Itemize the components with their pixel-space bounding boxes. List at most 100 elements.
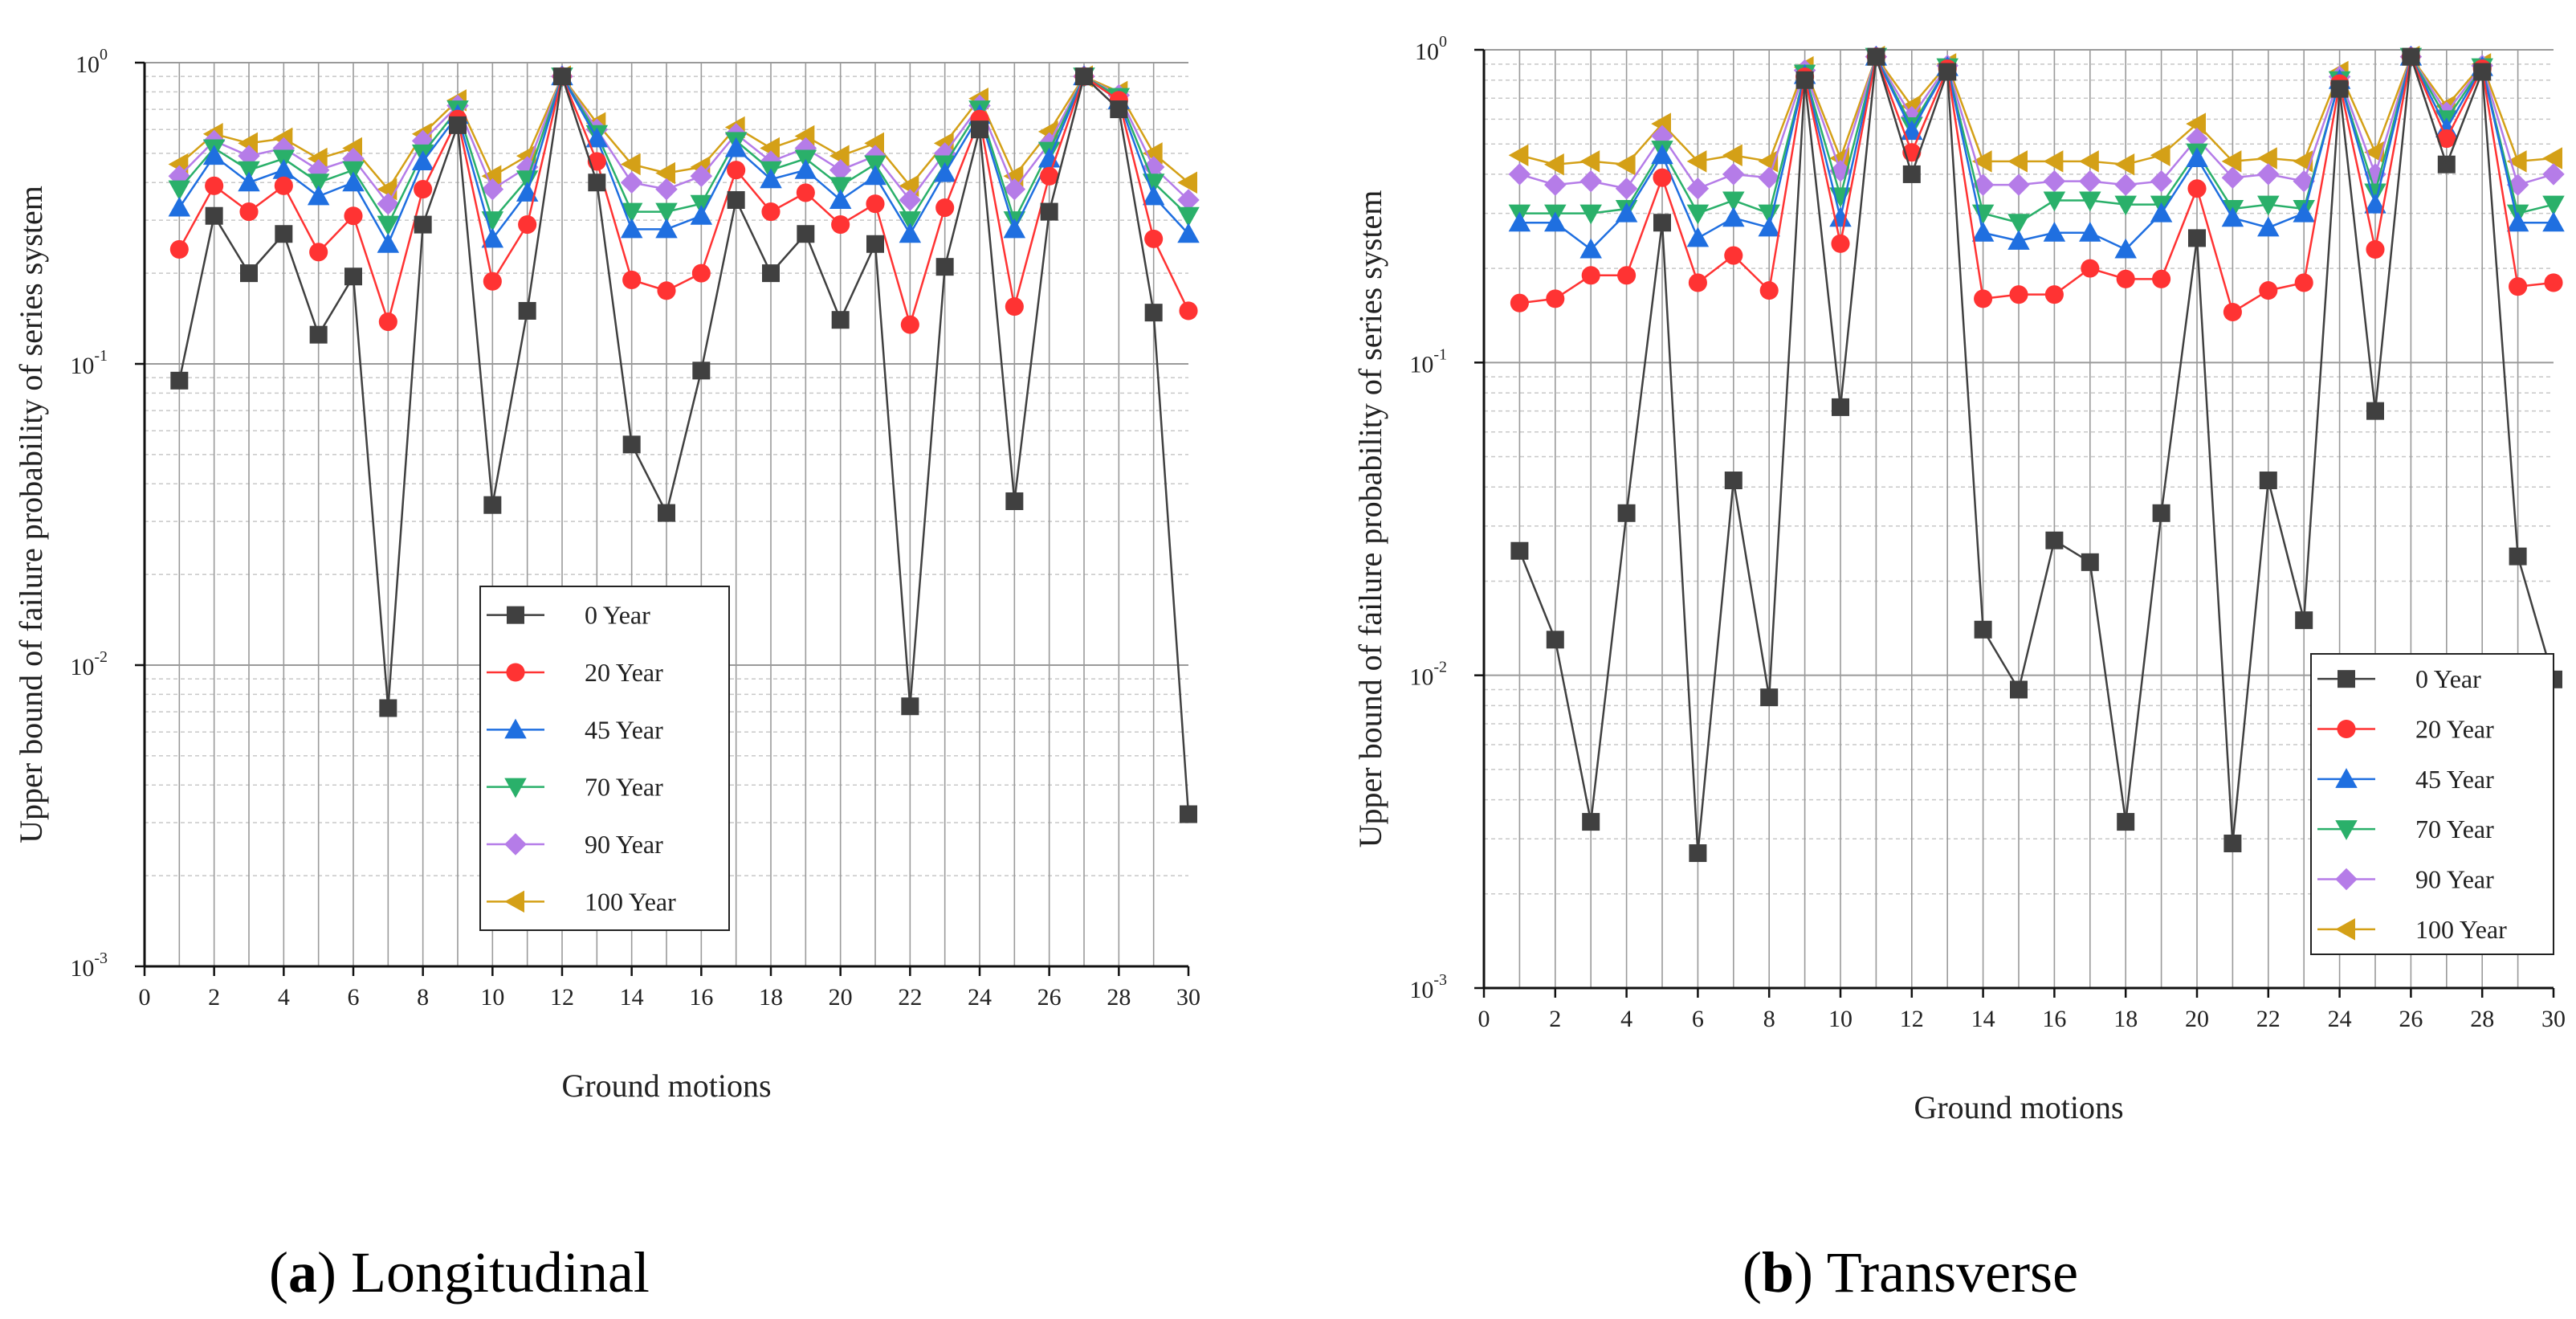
x-tick-label: 8 [417, 984, 429, 1011]
data-point-90-year [2007, 174, 2030, 196]
legend-marker-70-year [504, 778, 527, 798]
series-line-20-year [1519, 53, 2554, 314]
data-point-20-year [1144, 229, 1164, 248]
data-point-20-year [900, 315, 919, 334]
data-point-70-year [2043, 191, 2066, 212]
data-point-20-year [1581, 266, 1600, 285]
data-point-20-year [1653, 168, 1672, 187]
y-tick-label: 10-2 [70, 648, 108, 680]
data-point-45-year [1508, 211, 1531, 232]
x-tick-label: 26 [2399, 1006, 2423, 1032]
data-point-70-year [1686, 204, 1710, 225]
data-point-90-year [1686, 177, 1710, 200]
x-tick-label: 24 [2328, 1006, 2352, 1032]
x-tick-label: 20 [829, 984, 853, 1011]
data-point-90-year [829, 158, 852, 182]
data-point-45-year [1615, 202, 1638, 223]
legend-marker-0-year [2338, 670, 2355, 688]
data-point-20-year [935, 198, 955, 218]
data-point-20-year [378, 312, 397, 332]
data-point-20-year [1005, 297, 1024, 316]
data-point-45-year [168, 196, 191, 217]
data-point-90-year [1177, 189, 1200, 211]
data-point-0-year [170, 371, 189, 390]
data-point-45-year [760, 168, 782, 189]
data-point-70-year [899, 211, 922, 231]
data-point-20-year [2223, 302, 2242, 322]
data-point-20-year [239, 202, 259, 222]
legend-a: 0 Year 20 Year 45 Year 70 Year 90 Year 100 Ye… [479, 586, 730, 931]
data-point-45-year [864, 165, 887, 186]
data-point-100-year [864, 132, 884, 155]
data-point-100-year [2114, 153, 2135, 176]
data-point-20-year [309, 243, 328, 262]
data-point-0-year [935, 258, 954, 276]
caption-b-text: Transverse [1813, 1240, 2078, 1305]
data-point-90-year [899, 189, 922, 211]
data-point-0-year [1724, 472, 1742, 490]
data-point-0-year [2259, 472, 2277, 490]
data-point-100-year [1971, 150, 1992, 173]
data-point-20-year [2187, 179, 2207, 198]
series-line-100-year [178, 74, 1189, 191]
data-point-0-year [866, 235, 884, 253]
data-point-45-year [1579, 238, 1602, 259]
data-point-20-year [2509, 277, 2528, 296]
data-point-100-year [2079, 150, 2099, 173]
data-point-45-year [202, 145, 226, 165]
data-point-20-year [2081, 259, 2100, 278]
series-line-20-year [178, 73, 1190, 329]
data-point-45-year [2293, 202, 2315, 223]
data-point-0-year [2437, 155, 2456, 174]
data-point-0-year [1546, 631, 1564, 649]
data-point-20-year [1724, 246, 1743, 265]
legend-marker-100-year [2335, 918, 2355, 941]
data-point-70-year [1758, 204, 1780, 225]
data-point-0-year [2509, 547, 2527, 566]
data-point-70-year [1722, 191, 1745, 212]
legend-box [479, 586, 730, 931]
legend-box [2310, 653, 2554, 955]
data-point-45-year [2364, 193, 2386, 214]
x-tick-label: 8 [1763, 1006, 1775, 1032]
data-point-100-year [829, 145, 850, 167]
data-point-90-year [1722, 163, 1745, 186]
data-point-0-year [2330, 80, 2349, 98]
data-point-70-year [1579, 204, 1602, 225]
data-point-45-year [655, 218, 678, 239]
data-point-20-year [1510, 293, 1529, 312]
data-point-0-year [2152, 504, 2170, 522]
data-point-0-year [2402, 47, 2420, 66]
data-point-20-year [1831, 234, 1850, 253]
data-point-45-year [2257, 216, 2280, 237]
legend-label-45-year: 45 Year [585, 715, 663, 744]
data-point-20-year [2009, 285, 2028, 304]
legend-marker-100-year [504, 890, 524, 913]
legend-marker-45-year [2335, 768, 2358, 788]
data-point-45-year [377, 233, 400, 253]
data-point-20-year [1040, 166, 1059, 186]
x-tick-label: 16 [2042, 1006, 2066, 1032]
data-point-0-year [2295, 611, 2313, 630]
x-tick-label: 4 [278, 984, 290, 1011]
data-point-20-year [344, 206, 363, 226]
data-point-45-year [1177, 223, 1200, 243]
data-point-90-year [2043, 169, 2066, 193]
data-point-70-year [238, 161, 260, 182]
x-tick-label: 6 [1692, 1006, 1704, 1032]
caption-a-letter: a [288, 1240, 317, 1305]
x-tick-label: 10 [480, 984, 504, 1011]
x-tick-label: 18 [759, 984, 783, 1011]
x-tick-label: 12 [1900, 1006, 1924, 1032]
data-point-0-year [1689, 844, 1707, 863]
data-point-45-year [516, 182, 539, 202]
data-point-90-year [2150, 169, 2173, 193]
data-point-45-year [724, 137, 748, 157]
data-point-0-year [205, 206, 223, 225]
y-tick-label: 10-2 [1409, 659, 1447, 691]
data-point-45-year [899, 223, 922, 243]
data-point-0-year [309, 325, 328, 344]
x-tick-label: 0 [1478, 1006, 1490, 1032]
data-point-0-year [1653, 214, 1671, 232]
data-point-45-year [829, 189, 852, 209]
